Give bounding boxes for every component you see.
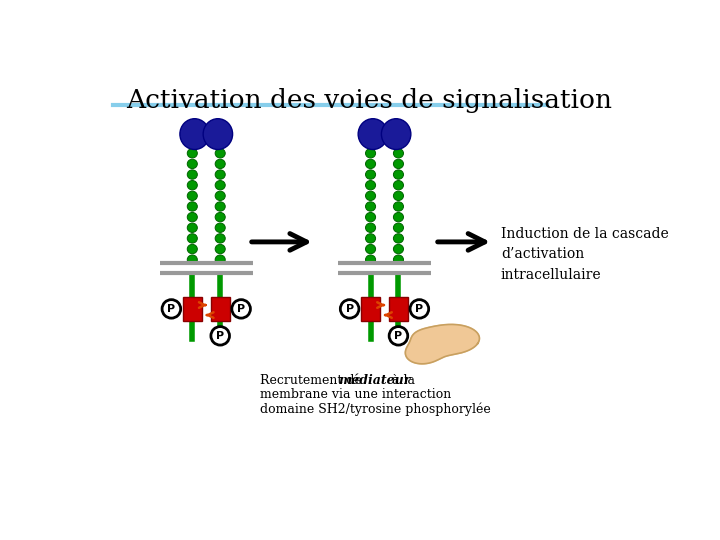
Ellipse shape xyxy=(187,180,197,190)
Ellipse shape xyxy=(187,245,197,254)
Ellipse shape xyxy=(366,191,376,200)
Ellipse shape xyxy=(393,159,403,168)
Ellipse shape xyxy=(187,212,197,222)
Circle shape xyxy=(341,300,359,318)
Text: P: P xyxy=(237,304,246,314)
Ellipse shape xyxy=(393,180,403,190)
Polygon shape xyxy=(405,325,480,364)
Ellipse shape xyxy=(366,148,376,158)
Ellipse shape xyxy=(366,159,376,168)
Ellipse shape xyxy=(215,234,225,243)
Ellipse shape xyxy=(366,234,376,243)
Ellipse shape xyxy=(187,159,197,168)
Ellipse shape xyxy=(393,234,403,243)
Ellipse shape xyxy=(215,212,225,222)
Ellipse shape xyxy=(393,223,403,232)
Ellipse shape xyxy=(215,255,225,265)
Ellipse shape xyxy=(393,170,403,179)
Ellipse shape xyxy=(215,148,225,158)
Ellipse shape xyxy=(215,202,225,211)
Text: Induction de la cascade
d’activation
intracellulaire: Induction de la cascade d’activation int… xyxy=(500,226,668,282)
Ellipse shape xyxy=(215,245,225,254)
Ellipse shape xyxy=(393,245,403,254)
Ellipse shape xyxy=(203,119,233,150)
Text: membrane via une interaction: membrane via une interaction xyxy=(261,388,451,401)
Ellipse shape xyxy=(215,191,225,200)
Ellipse shape xyxy=(215,223,225,232)
FancyBboxPatch shape xyxy=(183,296,202,321)
Ellipse shape xyxy=(382,119,411,150)
Ellipse shape xyxy=(180,119,210,150)
Text: P: P xyxy=(216,331,224,341)
Circle shape xyxy=(410,300,428,318)
Ellipse shape xyxy=(366,223,376,232)
Ellipse shape xyxy=(393,255,403,265)
Circle shape xyxy=(211,327,230,345)
Ellipse shape xyxy=(393,212,403,222)
Ellipse shape xyxy=(366,212,376,222)
Ellipse shape xyxy=(393,202,403,211)
FancyBboxPatch shape xyxy=(211,296,230,321)
Ellipse shape xyxy=(358,119,387,150)
Ellipse shape xyxy=(187,202,197,211)
Text: P: P xyxy=(346,304,354,314)
Ellipse shape xyxy=(366,180,376,190)
Ellipse shape xyxy=(366,202,376,211)
FancyBboxPatch shape xyxy=(361,296,380,321)
Ellipse shape xyxy=(366,170,376,179)
Text: P: P xyxy=(415,304,423,314)
Ellipse shape xyxy=(187,255,197,265)
Text: P: P xyxy=(395,331,402,341)
Ellipse shape xyxy=(187,148,197,158)
Text: Activation des voies de signalisation: Activation des voies de signalisation xyxy=(126,88,612,113)
Ellipse shape xyxy=(366,255,376,265)
Ellipse shape xyxy=(187,223,197,232)
Circle shape xyxy=(389,327,408,345)
Text: à la: à la xyxy=(388,374,415,387)
Ellipse shape xyxy=(215,180,225,190)
Ellipse shape xyxy=(393,191,403,200)
FancyBboxPatch shape xyxy=(389,296,408,321)
Text: P: P xyxy=(167,304,176,314)
Circle shape xyxy=(162,300,181,318)
Ellipse shape xyxy=(215,159,225,168)
Circle shape xyxy=(232,300,251,318)
Ellipse shape xyxy=(393,148,403,158)
Text: médiateur: médiateur xyxy=(339,374,411,387)
Text: Recrutement de: Recrutement de xyxy=(261,374,366,387)
Ellipse shape xyxy=(187,234,197,243)
Ellipse shape xyxy=(215,170,225,179)
Ellipse shape xyxy=(366,245,376,254)
Ellipse shape xyxy=(187,170,197,179)
Ellipse shape xyxy=(187,191,197,200)
Text: domaine SH2/tyrosine phosphorylée: domaine SH2/tyrosine phosphorylée xyxy=(261,402,491,416)
